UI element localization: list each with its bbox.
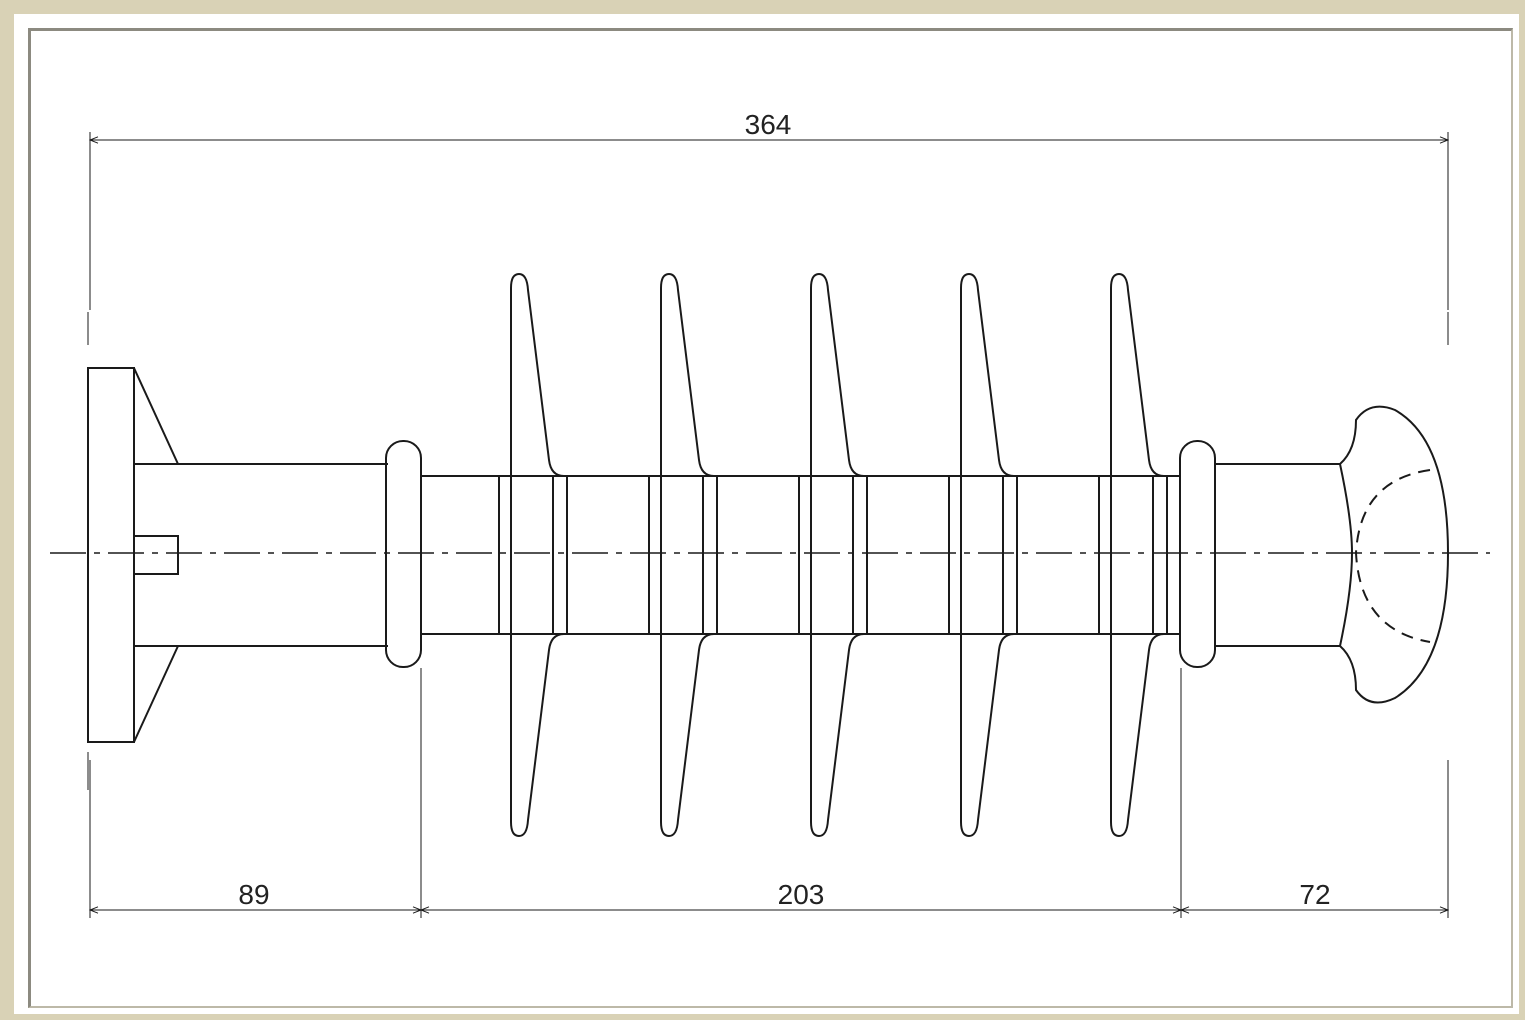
bottom-dimensions: 89 203 72 (90, 668, 1448, 918)
shed-3 (798, 272, 868, 838)
shed-2 (648, 272, 718, 838)
right-collar (1179, 440, 1216, 668)
left-collar (385, 440, 422, 668)
overall-dimension: 364 (90, 109, 1448, 310)
dim-right-label: 72 (1299, 879, 1330, 910)
right-ball-fitting (1215, 405, 1450, 704)
dim-middle-label: 203 (778, 879, 825, 910)
drawing-border (28, 28, 1513, 1008)
left-flange-fitting (87, 367, 388, 743)
dim-overall-label: 364 (745, 109, 792, 140)
shed-4 (948, 272, 1018, 838)
dim-left-label: 89 (238, 879, 269, 910)
shed-group (498, 272, 1168, 838)
core-rod (421, 475, 1181, 635)
shed-5 (1098, 272, 1168, 838)
shed-1 (498, 272, 568, 838)
